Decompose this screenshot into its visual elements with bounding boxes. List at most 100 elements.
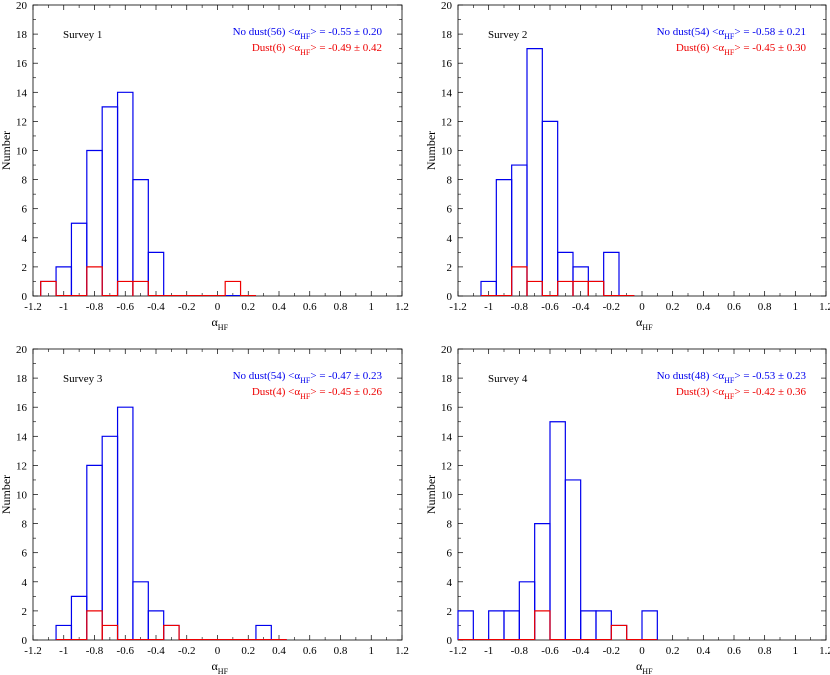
legend-sd: ± 0.20 [351,26,382,38]
legend-mean: > = -0.49 [310,42,351,54]
legend-count: (6) <α [273,42,301,54]
x-tick-label: 0.4 [696,645,710,657]
x-tick-label: 0.6 [303,645,317,657]
survey-label: Survey 4 [488,373,528,385]
x-tick-label: -0.4 [147,645,165,657]
histogram-bar [255,624,272,640]
legend-name: Dust [676,386,697,398]
y-tick-label: 6 [447,204,453,216]
legend-mean: > = -0.45 [734,42,775,54]
x-tick-label: -1.2 [24,301,41,313]
histogram-bar [101,106,119,296]
legend-dust: Dust(4) <αHF> = -0.45 ± 0.26 [252,386,383,401]
legend-sub: HF [300,32,311,41]
x-tick-label: -0.6 [117,645,135,657]
y-tick-label: 18 [16,29,28,41]
histogram-bar [132,280,149,296]
x-tick-label: -0.2 [178,645,195,657]
series-no-dust [40,91,256,296]
legend-sd: ± 0.23 [351,370,382,382]
x-axis-title: αHF [636,315,653,332]
series-dust [481,266,635,296]
y-tick-label: 2 [22,606,28,618]
y-tick-label: 20 [16,344,28,356]
y-tick-label: 18 [441,373,453,385]
legend-dust: Dust(6) <αHF> = -0.49 ± 0.42 [252,42,382,57]
histogram-bar [224,280,242,296]
y-tick-label: 4 [22,233,28,245]
y-tick-label: 6 [447,548,453,560]
histogram-bar [163,624,180,640]
survey-label: Survey 1 [63,29,102,41]
x-tick-label: -0.6 [117,301,135,313]
legend-mean: > = -0.58 [734,26,775,38]
x-axis-title-sub: HF [642,323,653,332]
y-tick-label: 20 [441,344,453,356]
histogram-bar [116,406,134,640]
histogram-bar [86,149,103,296]
y-tick-label: 18 [441,29,453,41]
y-tick-label: 14 [16,87,28,99]
x-axis-title: αHF [212,315,229,332]
legend-no-dust: No dust(54) <αHF> = -0.47 ± 0.23 [233,370,383,385]
x-tick-label: 1 [793,645,799,657]
histogram-bar [511,164,528,296]
histogram-bar [557,251,574,296]
histogram-bar [549,421,566,640]
legend-name: No dust [657,26,692,38]
x-tick-label: -0.6 [541,301,559,313]
histogram-bar [534,610,551,640]
legend-name: No dust [657,370,692,382]
x-tick-label: 0.8 [758,301,772,313]
x-tick-label: -0.8 [511,645,529,657]
legend-sd: ± 0.23 [775,370,806,382]
histogram-bar [86,464,103,640]
legend-sub: HF [724,376,735,385]
histogram-bar [503,610,520,640]
x-tick-label: 0.6 [727,645,741,657]
y-tick-label: 2 [447,262,453,274]
histogram-bar [534,523,551,640]
x-tick-label: -0.2 [603,301,620,313]
x-tick-label: 0 [215,301,221,313]
legend-name: Dust [252,42,273,54]
y-tick-label: 10 [16,146,28,158]
legend-count: (4) <α [273,386,301,398]
histogram-bar [457,610,474,640]
x-axis-title-sub: HF [218,323,229,332]
y-tick-label: 2 [447,606,453,618]
histogram-bar [132,179,149,296]
legend-no-dust: No dust(56) <αHF> = -0.55 ± 0.20 [233,26,383,41]
histogram-bar [641,610,658,640]
x-tick-label: 0.8 [758,645,772,657]
x-tick-label: 0.8 [334,301,348,313]
histogram-bar [40,280,57,296]
histogram-bar [70,595,88,640]
series-dust [458,610,658,640]
y-tick-label: 12 [441,116,452,128]
x-tick-label: 1.2 [819,301,830,313]
y-tick-label: 16 [16,402,28,414]
y-tick-label: 8 [447,519,453,531]
x-tick-label: -1 [59,301,68,313]
histogram-bar [101,624,119,640]
x-tick-label: -1.2 [24,645,41,657]
y-tick-label: 10 [16,490,28,502]
y-tick-label: 20 [16,0,28,12]
legend-count: (3) <α [697,386,725,398]
y-tick-label: 14 [16,431,28,443]
x-tick-label: -0.8 [511,301,529,313]
y-axis-title: Number [0,475,13,514]
histogram-bar [564,479,582,640]
chart-panel-4: -1.2 -1 -0.8 -0.6 -0.4 -0.2 0 0.2 0.4 0.6 0.8 1 1.2 0… [424,344,830,675]
histogram-bar [595,610,612,640]
x-tick-label: 0.4 [272,645,286,657]
chart-panel-2: -1.2 -1 -0.8 -0.6 -0.4 -0.2 0 0.2 0.4 0.6 0.8 1 1.2 0… [424,0,830,332]
x-tick-label: -0.6 [541,645,559,657]
histogram-bar [101,435,119,640]
legend-mean: > = -0.42 [734,386,775,398]
x-tick-label: 0.6 [727,301,741,313]
y-tick-label: 0 [22,291,28,303]
x-tick-label: -0.2 [178,301,195,313]
legend-no-dust: No dust(48) <αHF> = -0.53 ± 0.23 [657,370,807,385]
